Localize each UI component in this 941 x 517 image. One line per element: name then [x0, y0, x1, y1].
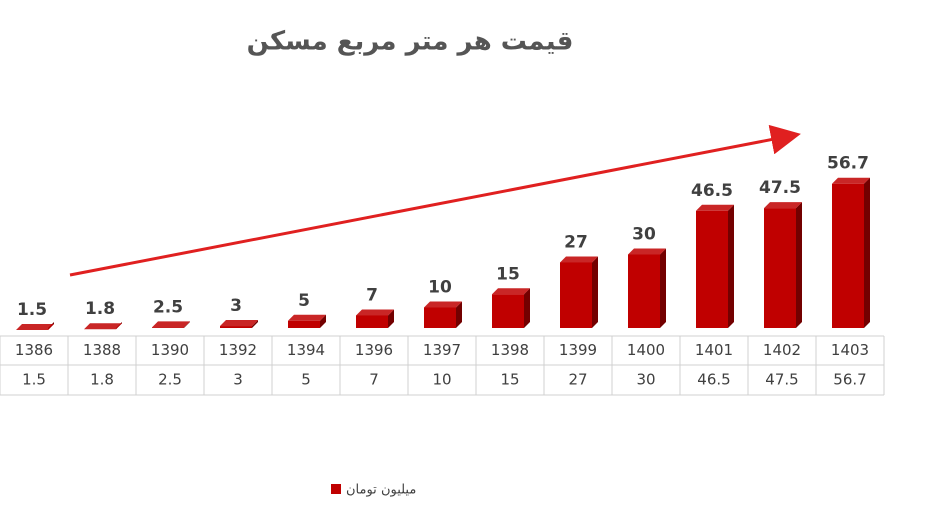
bar-top: [492, 288, 530, 295]
bar-side: [592, 256, 598, 328]
bar-top: [220, 320, 258, 327]
bar-side: [728, 204, 734, 328]
data-label: 1.5: [17, 300, 47, 320]
table-value: 15: [500, 371, 519, 389]
bar-top: [764, 202, 802, 209]
table-value: 1.8: [90, 371, 114, 389]
legend-swatch: [331, 484, 341, 494]
legend-label: میلیون تومان: [346, 483, 416, 498]
bar: [764, 208, 796, 328]
x-tick-label: 1402: [763, 341, 801, 359]
bar: [424, 307, 456, 328]
bar: [628, 254, 660, 328]
data-label: 15: [496, 264, 520, 284]
bar: [492, 294, 524, 328]
bar-top: [356, 309, 394, 316]
data-label: 27: [564, 232, 588, 252]
table-value: 7: [369, 371, 379, 389]
bar-top: [560, 256, 598, 263]
x-tick-label: 1403: [831, 341, 869, 359]
table-value: 10: [432, 371, 451, 389]
bar-side: [796, 202, 802, 328]
chart-title: قیمت هر متر مربع مسکن: [247, 27, 574, 57]
x-tick-label: 1390: [151, 341, 189, 359]
table-value: 30: [636, 371, 655, 389]
data-label: 5: [298, 291, 310, 311]
x-tick-label: 1397: [423, 341, 461, 359]
table-value: 2.5: [158, 371, 182, 389]
x-tick-label: 1394: [287, 341, 325, 359]
x-tick-label: 1398: [491, 341, 529, 359]
data-label: 56.7: [827, 154, 869, 174]
bar: [560, 262, 592, 328]
bar-side: [320, 314, 326, 328]
data-label: 2.5: [153, 297, 183, 317]
table-value: 46.5: [697, 371, 730, 389]
x-tick-label: 1400: [627, 341, 665, 359]
data-label: 47.5: [759, 178, 801, 198]
bar-top: [84, 323, 122, 330]
bar-top: [424, 301, 462, 308]
bar-side: [456, 301, 462, 328]
bar-side: [524, 288, 530, 328]
data-label: 7: [366, 285, 378, 305]
x-tick-label: 1399: [559, 341, 597, 359]
x-tick-label: 1386: [15, 341, 53, 359]
bar-side: [252, 320, 258, 328]
table-value: 5: [301, 371, 311, 389]
bar: [832, 183, 864, 328]
table-value: 1.5: [22, 371, 46, 389]
table-value: 3: [233, 371, 243, 389]
data-label: 30: [632, 225, 656, 245]
bar-side: [660, 248, 666, 328]
bar-side: [864, 177, 870, 328]
bar-top: [832, 177, 870, 184]
data-label: 1.8: [85, 299, 115, 319]
table-value: 47.5: [765, 371, 798, 389]
bar-top: [16, 324, 54, 331]
bar: [696, 210, 728, 328]
table-value: 27: [568, 371, 587, 389]
data-label: 3: [230, 296, 242, 316]
bar: [356, 315, 388, 328]
bar: [288, 320, 320, 328]
bar: [220, 326, 252, 328]
table-value: 56.7: [833, 371, 866, 389]
x-tick-label: 1388: [83, 341, 121, 359]
bar-top: [628, 248, 666, 255]
bar-top: [696, 204, 734, 211]
bar: [152, 327, 184, 328]
x-tick-label: 1396: [355, 341, 393, 359]
bar-side: [184, 321, 190, 328]
data-label: 46.5: [691, 181, 733, 201]
x-tick-label: 1392: [219, 341, 257, 359]
bar-side: [388, 309, 394, 328]
x-tick-label: 1401: [695, 341, 733, 359]
data-label: 10: [428, 278, 452, 298]
trend-arrow: [69, 124, 801, 277]
bar-top: [288, 314, 326, 321]
bar-top: [152, 321, 190, 328]
